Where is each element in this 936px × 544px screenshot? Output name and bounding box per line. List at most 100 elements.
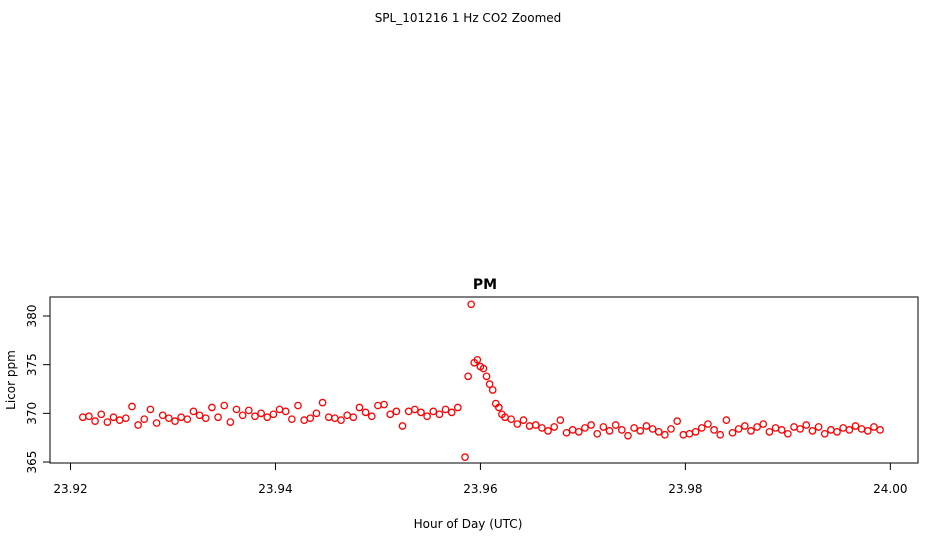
x-tick-label: 23.98 <box>668 482 702 496</box>
data-point <box>183 415 192 424</box>
data-point <box>337 416 345 425</box>
data-point <box>648 425 657 433</box>
data-point <box>306 414 315 423</box>
data-point <box>294 401 302 410</box>
data-point <box>704 420 712 428</box>
data-point <box>454 403 462 412</box>
data-point <box>673 417 682 425</box>
data-point <box>870 423 878 431</box>
data-point <box>507 415 516 424</box>
data-point <box>361 408 370 417</box>
data-point <box>189 407 198 416</box>
data-point <box>214 413 222 422</box>
data-point <box>667 425 675 433</box>
data-point <box>691 427 700 436</box>
data-point <box>281 407 290 416</box>
data-point <box>312 409 321 418</box>
data-point <box>91 417 99 425</box>
data-point <box>661 430 669 439</box>
data-point <box>232 405 241 414</box>
data-point <box>121 414 130 423</box>
data-point <box>531 421 540 429</box>
data-point <box>876 426 884 434</box>
data-point <box>423 412 431 421</box>
data-point <box>747 427 755 435</box>
data-point <box>103 418 112 426</box>
data-point <box>349 413 358 422</box>
data-point <box>165 414 173 423</box>
data-point <box>220 401 229 410</box>
data-point <box>630 424 638 432</box>
data-point <box>765 427 774 436</box>
data-point <box>820 429 829 438</box>
data-point <box>146 405 155 414</box>
data-point <box>654 427 663 436</box>
data-point <box>367 412 376 421</box>
data-point <box>710 426 718 434</box>
page-title: SPL_101216 1 Hz CO2 Zoomed <box>375 11 562 25</box>
x-tick-label: 24.00 <box>873 482 907 496</box>
data-point <box>417 408 425 417</box>
x-axis-label: Hour of Day (UTC) <box>414 517 523 531</box>
data-point <box>464 372 472 381</box>
data-point <box>386 410 395 419</box>
data-point <box>226 418 235 426</box>
data-point <box>495 403 503 412</box>
data-point <box>587 421 595 429</box>
data-point <box>753 423 761 431</box>
data-point <box>740 422 749 430</box>
data-point <box>802 421 811 429</box>
data-point <box>134 421 142 429</box>
data-point <box>851 422 860 430</box>
data-point <box>140 415 149 424</box>
data-point <box>238 411 247 420</box>
data-point <box>728 428 737 437</box>
data-point <box>467 300 476 309</box>
data-point <box>697 424 706 432</box>
data-point <box>642 422 651 430</box>
data-point <box>269 410 278 419</box>
data-point <box>318 398 327 407</box>
data-point <box>734 425 743 433</box>
data-point <box>201 414 210 423</box>
data-point <box>447 408 456 417</box>
data-point <box>441 405 450 414</box>
data-point <box>716 430 725 439</box>
data-point <box>195 411 204 420</box>
data-point <box>538 424 546 432</box>
data-point <box>461 453 469 462</box>
data-point <box>611 421 620 429</box>
data-point <box>562 428 571 437</box>
data-point <box>544 427 552 435</box>
data-point <box>392 407 401 416</box>
data-point <box>845 426 854 434</box>
data-point <box>410 405 419 414</box>
data-point <box>208 403 216 412</box>
data-point <box>355 403 364 412</box>
data-point <box>513 420 522 428</box>
data-point <box>435 410 444 419</box>
data-point <box>128 402 136 411</box>
data-point <box>833 427 841 436</box>
plot-frame <box>49 296 919 464</box>
data-point <box>380 400 388 409</box>
data-point <box>257 409 265 418</box>
data-point <box>593 429 602 438</box>
y-tick-label: 365 <box>25 451 39 474</box>
data-point <box>479 364 488 373</box>
data-point <box>808 427 817 435</box>
data-point <box>288 415 296 424</box>
data-point <box>777 426 786 434</box>
y-tick-label: 370 <box>25 402 39 425</box>
data-point <box>485 380 494 388</box>
data-point <box>482 372 491 381</box>
data-point <box>251 412 259 421</box>
data-point <box>624 431 632 440</box>
data-point <box>171 417 179 425</box>
data-point <box>722 416 731 425</box>
data-point <box>263 413 272 422</box>
data-point <box>429 407 438 416</box>
data-point <box>556 416 565 425</box>
data-point <box>863 427 872 435</box>
